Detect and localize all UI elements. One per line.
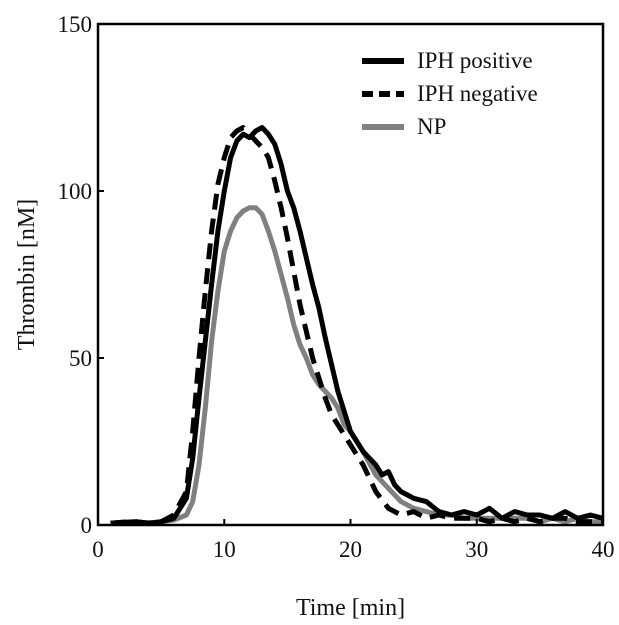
legend: IPH positive IPH negative NP xyxy=(362,48,538,139)
axes: 0 10 20 30 40 0 50 100 150 xyxy=(58,12,615,562)
y-axis-title: Thrombin [nM] xyxy=(14,199,40,350)
plot-area xyxy=(110,125,604,526)
series-line-iph-positive xyxy=(110,125,604,526)
series-line-np xyxy=(110,205,603,526)
y-tick-label: 100 xyxy=(58,179,93,204)
legend-label: NP xyxy=(417,114,446,139)
x-axis-title: Time [min] xyxy=(296,595,405,621)
x-tick-label: 10 xyxy=(213,537,236,562)
x-tick-label: 30 xyxy=(465,537,488,562)
series-line-iph-negative xyxy=(110,125,603,526)
x-tick-label: 0 xyxy=(92,537,104,562)
y-tick-label: 0 xyxy=(81,513,93,538)
x-tick-label: 40 xyxy=(592,537,615,562)
x-tick-label: 20 xyxy=(339,537,362,562)
y-tick-label: 150 xyxy=(58,12,93,37)
legend-label: IPH negative xyxy=(417,81,538,106)
y-tick-label: 50 xyxy=(69,346,92,371)
legend-label: IPH positive xyxy=(417,48,533,73)
